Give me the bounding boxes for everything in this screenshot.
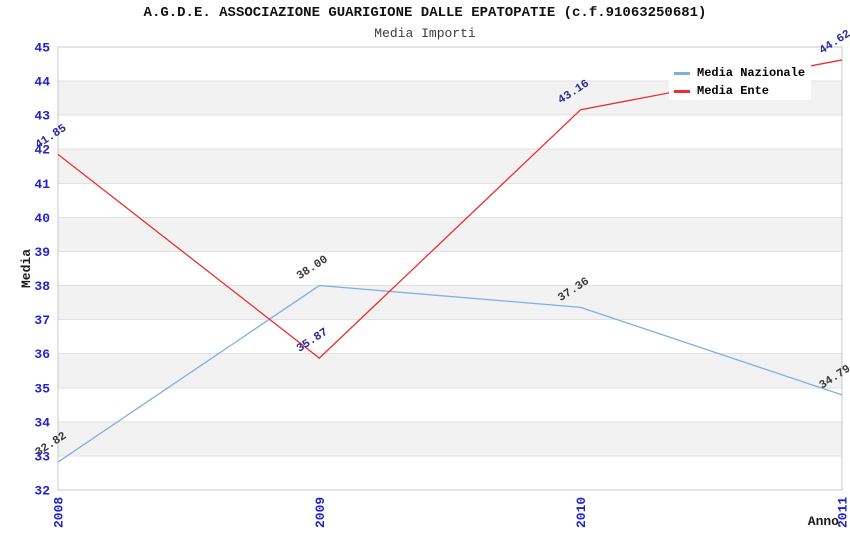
legend-label: Media Nazionale: [697, 66, 806, 80]
y-tick-label: 42: [34, 143, 50, 158]
x-tick-label: 2011: [836, 497, 850, 528]
plot-band: [58, 285, 842, 320]
y-tick-label: 33: [34, 449, 50, 464]
media-nazionale-line-swatch-icon: [674, 71, 690, 75]
plot-bands-layer: [58, 47, 842, 490]
x-tick-label: 2009: [313, 497, 328, 528]
y-tick-label: 34: [34, 415, 50, 430]
y-tick-label: 37: [34, 313, 50, 328]
plot-band: [58, 115, 842, 150]
plot-band: [58, 455, 842, 490]
y-tick-label: 43: [34, 109, 50, 124]
y-axis-title: Media: [19, 249, 34, 288]
y-tick-label: 40: [34, 211, 50, 226]
legend-label: Media Ente: [697, 84, 770, 98]
y-tick-label: 32: [34, 484, 50, 499]
y-tick-label: 44: [34, 75, 50, 90]
chart-legend: Media Nazionale Media Ente: [669, 60, 811, 100]
series-line-media-nazionale: [57, 284, 843, 463]
plot-band: [58, 251, 842, 286]
axis-ticks-layer: 32 33 34 35 36 37 38 39 40 41 42 43 44 45 2008 2009 2010…: [34, 41, 850, 529]
media-ente-line-swatch-icon: [674, 89, 690, 93]
gridlines-layer: [57, 46, 843, 491]
plot-band: [58, 183, 842, 218]
y-tick-label: 38: [34, 279, 50, 294]
y-tick-label: 41: [34, 177, 50, 192]
chart-title: A.G.D.E. ASSOCIAZIONE GUARIGIONE DALLE E…: [143, 5, 707, 21]
y-tick-label: 35: [34, 381, 50, 396]
y-tick-label: 36: [34, 347, 50, 362]
legend-item-media-nazionale: Media Nazionale: [674, 64, 811, 82]
plot-band: [58, 387, 842, 422]
x-tick-label: 2010: [574, 497, 589, 528]
plot-border: [57, 46, 843, 491]
legend-item-media-ente: Media Ente: [674, 82, 811, 100]
plot-band: [58, 421, 842, 456]
x-axis-title: Anno: [808, 514, 839, 529]
y-tick-label: 39: [34, 245, 50, 260]
x-tick-label: 2008: [52, 497, 67, 528]
chart-subtitle: Media Importi: [374, 26, 476, 41]
plot-band: [58, 149, 842, 184]
y-tick-label: 45: [34, 41, 50, 56]
plot-band: [58, 319, 842, 354]
plot-band: [58, 353, 842, 388]
